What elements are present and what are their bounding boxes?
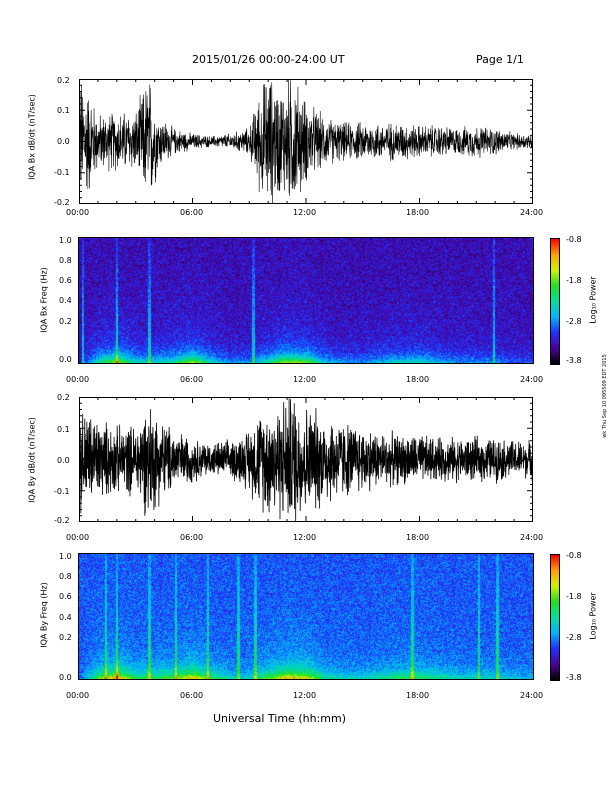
panel3-by-timeseries — [79, 397, 533, 522]
panel1-xtick: 12:00 — [293, 208, 317, 217]
panel2-xtick: 24:00 — [520, 375, 544, 384]
panel4-xtick: 24:00 — [520, 691, 544, 700]
panel3-xtick: 24:00 — [520, 533, 544, 542]
colorbar-2-tick: -0.8 — [566, 551, 582, 560]
panel3-ytick: 0.1 — [57, 425, 70, 434]
panel3-ylabel: IQA By dB/dt (nT/sec) — [27, 417, 37, 503]
colorbar-2-tick: -2.8 — [566, 633, 582, 642]
panel3-ytick: -0.1 — [54, 487, 70, 496]
panel3-ytick: 0.0 — [57, 456, 70, 465]
panel4-xtick: 18:00 — [406, 691, 430, 700]
panel4-ytick: 1.0 — [59, 552, 72, 561]
waveform-trace — [79, 79, 533, 204]
colorbar-2 — [550, 554, 560, 681]
colorbar-1-tick: -3.8 — [566, 356, 582, 365]
colorbar-2-tick: -3.8 — [566, 673, 582, 682]
panel4-xtick: 06:00 — [180, 691, 204, 700]
panel1-xtick: 06:00 — [180, 208, 204, 217]
panel2-xtick: 00:00 — [66, 375, 90, 384]
colorbar-1-tick: -1.8 — [566, 276, 582, 285]
panel2-xtick: 18:00 — [406, 375, 430, 384]
panel4-ytick: 0.6 — [59, 592, 72, 601]
panel2-xtick: 06:00 — [180, 375, 204, 384]
panel2-ytick: 0.2 — [59, 317, 72, 326]
panel3-xtick: 18:00 — [406, 533, 430, 542]
panel4-ytick: 0.0 — [59, 673, 72, 682]
panel1-bx-timeseries — [79, 79, 533, 204]
panel2-ytick: 1.0 — [59, 236, 72, 245]
panel1-xtick: 18:00 — [406, 208, 430, 217]
page-indicator: Page 1/1 — [476, 53, 524, 66]
panel4-ytick: 0.2 — [59, 633, 72, 642]
processing-note: wk Thu Sep 10 095509 EDT 2015 — [602, 354, 608, 438]
waveform-trace — [79, 398, 533, 522]
date-range-title: 2015/01/26 00:00-24:00 UT — [192, 53, 345, 66]
panel3-xtick: 12:00 — [293, 533, 317, 542]
panel1-ytick: 0.1 — [57, 106, 70, 115]
panel3-ytick: 0.2 — [57, 393, 70, 402]
colorbar-1-tick: -2.8 — [566, 317, 582, 326]
panel1-ytick: -0.1 — [54, 168, 70, 177]
panel4-ylabel: IQA By Freq (Hz) — [39, 582, 49, 648]
panel4-xtick: 00:00 — [66, 691, 90, 700]
panel4-ytick: 0.8 — [59, 572, 72, 581]
panel2-ytick: 0.4 — [59, 296, 72, 305]
panel2-ytick: 0.6 — [59, 276, 72, 285]
panel1-xtick: 00:00 — [66, 208, 90, 217]
panel3-xtick: 06:00 — [180, 533, 204, 542]
panel1-ylabel: IQA Bx dB/dt (nT/sec) — [27, 94, 37, 180]
colorbar-1-tick: -0.8 — [566, 235, 582, 244]
colorbar-1 — [550, 238, 560, 365]
panel2-ytick: 0.8 — [59, 256, 72, 265]
panel4-xtick: 12:00 — [293, 691, 317, 700]
panel2-ylabel: IQA Bx Freq (Hz) — [39, 267, 49, 333]
panel3-xtick: 00:00 — [66, 533, 90, 542]
panel1-xtick: 24:00 — [520, 208, 544, 217]
panel1-ytick: 0.0 — [57, 137, 70, 146]
panel2-xtick: 12:00 — [293, 375, 317, 384]
panel1-ytick: -0.2 — [54, 198, 70, 207]
panel1-ytick: 0.2 — [57, 76, 70, 85]
colorbar-1-label: Log₁₀ Power — [588, 276, 598, 324]
panel4-ytick: 0.4 — [59, 613, 72, 622]
panel4-by-spectrogram — [78, 553, 534, 680]
panel2-bx-spectrogram — [78, 237, 534, 364]
panel3-ytick: -0.2 — [54, 516, 70, 525]
panel2-ytick: 0.0 — [59, 355, 72, 364]
x-axis-label: Universal Time (hh:mm) — [213, 712, 346, 725]
colorbar-2-tick: -1.8 — [566, 592, 582, 601]
colorbar-2-label: Log₁₀ Power — [588, 592, 598, 640]
